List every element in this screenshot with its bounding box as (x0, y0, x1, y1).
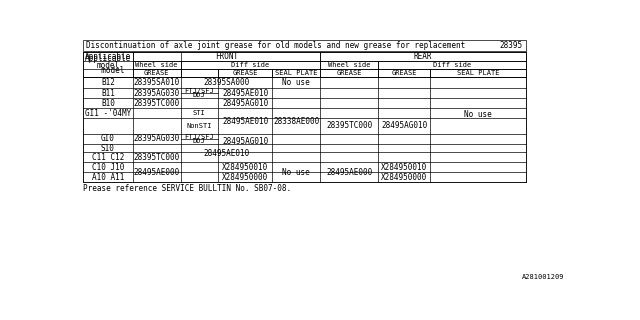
Bar (378, 61, 525, 69)
Bar (132, 69, 180, 77)
Bar (218, 69, 272, 77)
Text: model: model (97, 61, 120, 70)
Text: 28495AG010: 28495AG010 (222, 137, 268, 146)
Text: 28495AE000: 28495AE000 (326, 168, 372, 177)
Text: A10 A11: A10 A11 (92, 173, 124, 182)
Text: GREASE: GREASE (232, 70, 258, 76)
Text: Applicable
  model: Applicable model (84, 54, 131, 75)
Text: No use: No use (282, 78, 310, 87)
Text: DDJ: DDJ (193, 138, 205, 144)
Text: GREASE: GREASE (144, 70, 170, 76)
Text: S10: S10 (101, 144, 115, 153)
Text: Prease reference SERVICE BULLTIN No. SB07-08.: Prease reference SERVICE BULLTIN No. SB0… (83, 184, 291, 193)
Text: 28495AE010: 28495AE010 (222, 89, 268, 98)
Bar (430, 69, 525, 77)
Text: A281001209: A281001209 (522, 274, 564, 280)
Text: Applicable: Applicable (84, 52, 131, 61)
Text: No use: No use (282, 168, 310, 177)
Text: 28495AE010: 28495AE010 (204, 148, 250, 158)
Text: Diff side: Diff side (433, 62, 471, 68)
Text: X284950010: X284950010 (222, 163, 268, 172)
Text: 28395SA000: 28395SA000 (204, 78, 250, 87)
Text: X284950000: X284950000 (222, 173, 268, 182)
Text: NonSTI: NonSTI (187, 123, 212, 129)
Text: Discontinuation of axle joint grease for old models and new grease for replaceme: Discontinuation of axle joint grease for… (86, 41, 465, 50)
Text: GREASE: GREASE (392, 70, 417, 76)
Bar (378, 69, 430, 77)
Text: X284950000: X284950000 (381, 173, 428, 182)
Bar (320, 69, 378, 77)
Bar (83, 52, 525, 182)
Text: SEAL PLATE: SEAL PLATE (457, 70, 499, 76)
Text: 28395AG030: 28395AG030 (134, 89, 180, 98)
Text: FTJ/SFJ: FTJ/SFJ (184, 88, 214, 94)
Text: C10 J10: C10 J10 (92, 163, 124, 172)
Text: 28395AG030: 28395AG030 (134, 134, 180, 143)
Text: Diff side: Diff side (232, 62, 269, 68)
Text: B10: B10 (101, 99, 115, 108)
Text: 28395TC000: 28395TC000 (326, 121, 372, 130)
Text: 28395SA010: 28395SA010 (134, 78, 180, 87)
Bar (132, 52, 320, 61)
Text: No use: No use (464, 110, 492, 119)
Text: 28395TC000: 28395TC000 (134, 99, 180, 108)
Bar (272, 69, 320, 77)
Text: 28495AE010: 28495AE010 (222, 117, 268, 126)
Text: 28495AE000: 28495AE000 (134, 168, 180, 177)
Text: 28395TC000: 28395TC000 (134, 153, 180, 162)
Bar (320, 61, 378, 69)
Text: C11 C12: C11 C12 (92, 153, 124, 162)
Bar (180, 69, 218, 77)
Bar (83, 52, 132, 77)
Text: Wheel side: Wheel side (328, 62, 371, 68)
Text: DDJ: DDJ (193, 92, 205, 99)
Text: 28495AG010: 28495AG010 (381, 121, 428, 130)
Text: B11: B11 (101, 89, 115, 98)
Text: GI1 -'04MY: GI1 -'04MY (84, 109, 131, 118)
Text: FRONT: FRONT (215, 52, 238, 61)
Text: REAR: REAR (413, 52, 432, 61)
Text: 28395: 28395 (499, 41, 522, 50)
Text: GI0: GI0 (101, 134, 115, 143)
Text: GREASE: GREASE (337, 70, 362, 76)
Text: SEAL PLATE: SEAL PLATE (275, 70, 317, 76)
Bar (83, 40, 525, 51)
Text: 28495AG010: 28495AG010 (222, 99, 268, 108)
Text: X284950010: X284950010 (381, 163, 428, 172)
Bar (132, 61, 180, 69)
Bar (320, 52, 525, 61)
Text: STI: STI (193, 110, 205, 116)
Text: B12: B12 (101, 78, 115, 87)
Text: Wheel side: Wheel side (136, 62, 178, 68)
Text: 28338AE000: 28338AE000 (273, 117, 319, 126)
Bar (180, 61, 320, 69)
Text: FTJ/SFJ: FTJ/SFJ (184, 134, 214, 140)
